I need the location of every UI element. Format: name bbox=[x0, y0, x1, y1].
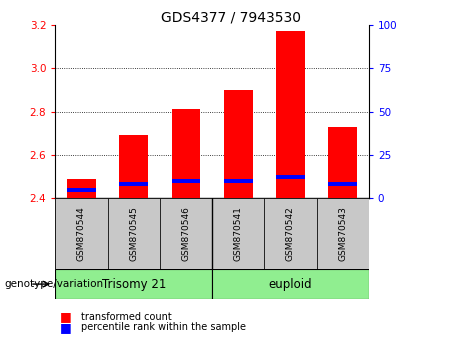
Bar bbox=[317, 198, 369, 269]
Text: transformed count: transformed count bbox=[81, 312, 171, 322]
Bar bbox=[224, 179, 253, 183]
Bar bbox=[160, 198, 212, 269]
Bar bbox=[67, 179, 96, 198]
Bar bbox=[212, 198, 264, 269]
Text: ■: ■ bbox=[60, 310, 71, 323]
Bar bbox=[119, 182, 148, 186]
Text: euploid: euploid bbox=[269, 278, 312, 291]
Bar bbox=[55, 198, 107, 269]
Text: GSM870544: GSM870544 bbox=[77, 206, 86, 261]
Bar bbox=[67, 188, 96, 192]
Text: ■: ■ bbox=[60, 321, 71, 334]
Bar bbox=[328, 127, 357, 198]
Text: GSM870546: GSM870546 bbox=[182, 206, 190, 261]
Bar bbox=[107, 198, 160, 269]
Text: GDS4377 / 7943530: GDS4377 / 7943530 bbox=[160, 11, 301, 25]
Text: genotype/variation: genotype/variation bbox=[5, 279, 104, 289]
Bar bbox=[55, 269, 212, 299]
Bar bbox=[119, 135, 148, 198]
Bar bbox=[171, 109, 201, 198]
Text: percentile rank within the sample: percentile rank within the sample bbox=[81, 322, 246, 332]
Bar bbox=[276, 176, 305, 179]
Bar bbox=[276, 31, 305, 198]
Text: Trisomy 21: Trisomy 21 bbox=[101, 278, 166, 291]
Bar bbox=[328, 182, 357, 186]
Text: GSM870543: GSM870543 bbox=[338, 206, 347, 261]
Bar bbox=[224, 90, 253, 198]
Text: GSM870541: GSM870541 bbox=[234, 206, 242, 261]
Bar bbox=[171, 179, 201, 183]
Bar bbox=[264, 198, 317, 269]
Text: GSM870545: GSM870545 bbox=[129, 206, 138, 261]
Bar bbox=[212, 269, 369, 299]
Text: GSM870542: GSM870542 bbox=[286, 206, 295, 261]
